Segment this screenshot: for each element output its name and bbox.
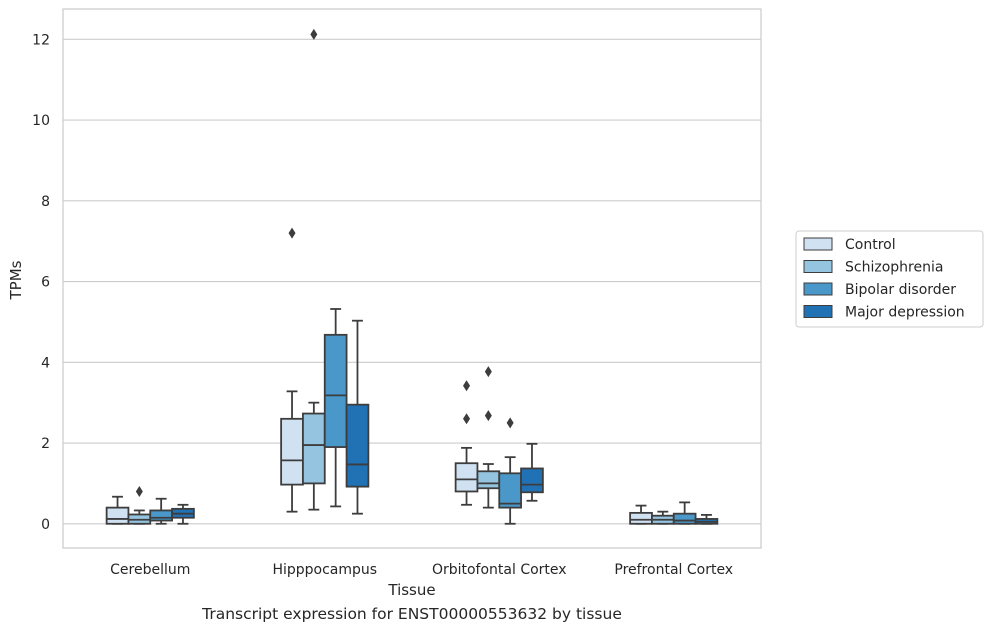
box-1-0 (280, 227, 304, 513)
x-tick-label: Cerebellum (110, 562, 190, 578)
legend: Control Schizophrenia Bipolar disorder Majo… (795, 230, 984, 328)
outlier-point (484, 410, 492, 422)
y-axis-ticks: 0 2 4 6 8 10 12 (32, 32, 50, 532)
y-tick-label: 4 (41, 355, 50, 371)
box-body (498, 472, 522, 509)
box-body (454, 462, 479, 493)
outlier-point (463, 413, 471, 425)
y-tick-label: 0 (41, 517, 50, 533)
box-0-0 (105, 495, 130, 525)
outlier-point (310, 28, 318, 40)
x-tick-label: Prefrontal Cortex (614, 562, 733, 578)
x-axis-label: Tissue (387, 581, 435, 599)
x-axis-ticks: Cerebellum Hipppocampus Orbitofontal Corte… (110, 562, 733, 578)
box-0-3 (171, 503, 195, 525)
x-tick-label: Orbitofontal Cortex (432, 562, 567, 578)
outlier-point (506, 417, 514, 429)
box-2-0 (454, 380, 479, 506)
legend-swatch (803, 260, 833, 273)
box-body (345, 403, 370, 488)
box-0-2 (149, 497, 173, 525)
y-tick-label: 2 (41, 436, 50, 452)
legend-label: Major depression (845, 305, 965, 321)
box-2-2 (498, 417, 522, 525)
box-body (302, 412, 326, 485)
plot-frame (62, 8, 762, 549)
box-2-1 (476, 366, 501, 509)
y-axis-label: TPMs (7, 260, 25, 300)
x-tick-label: Hipppocampus (272, 562, 377, 578)
box-body (476, 470, 501, 490)
box-2-3 (520, 442, 544, 502)
box-body (323, 333, 348, 448)
figure-caption: Transcript expression for ENST0000055363… (202, 605, 622, 623)
box-3-0 (629, 504, 653, 525)
y-gridlines (63, 38, 761, 525)
box-body (520, 467, 544, 494)
y-tick-label: 6 (41, 275, 50, 291)
box-1-2 (323, 308, 348, 508)
legend-swatch (803, 282, 833, 296)
box-body (280, 417, 304, 486)
legend-swatch (803, 237, 833, 251)
y-tick-label: 10 (32, 113, 50, 129)
box-3-1 (651, 510, 675, 525)
legend-label: Control (845, 237, 896, 253)
legend-swatch (803, 305, 833, 318)
box-3-2 (672, 501, 697, 525)
legend-frame (795, 230, 984, 328)
y-tick-label: 12 (32, 32, 50, 48)
box-body (629, 511, 653, 525)
box-1-1 (302, 28, 326, 511)
outlier-point (463, 380, 471, 392)
box-body (105, 506, 130, 525)
box-plots (105, 28, 719, 525)
outlier-point (288, 227, 296, 239)
outlier-point (484, 366, 492, 378)
box-0-1 (127, 485, 152, 525)
y-tick-label: 8 (41, 194, 50, 210)
box-1-3 (345, 319, 370, 515)
legend-label: Bipolar disorder (845, 282, 956, 298)
box-body (672, 512, 697, 525)
legend-label: Schizophrenia (845, 260, 943, 276)
box-3-3 (694, 513, 719, 525)
outlier-point (135, 485, 143, 497)
box-body (149, 509, 173, 522)
